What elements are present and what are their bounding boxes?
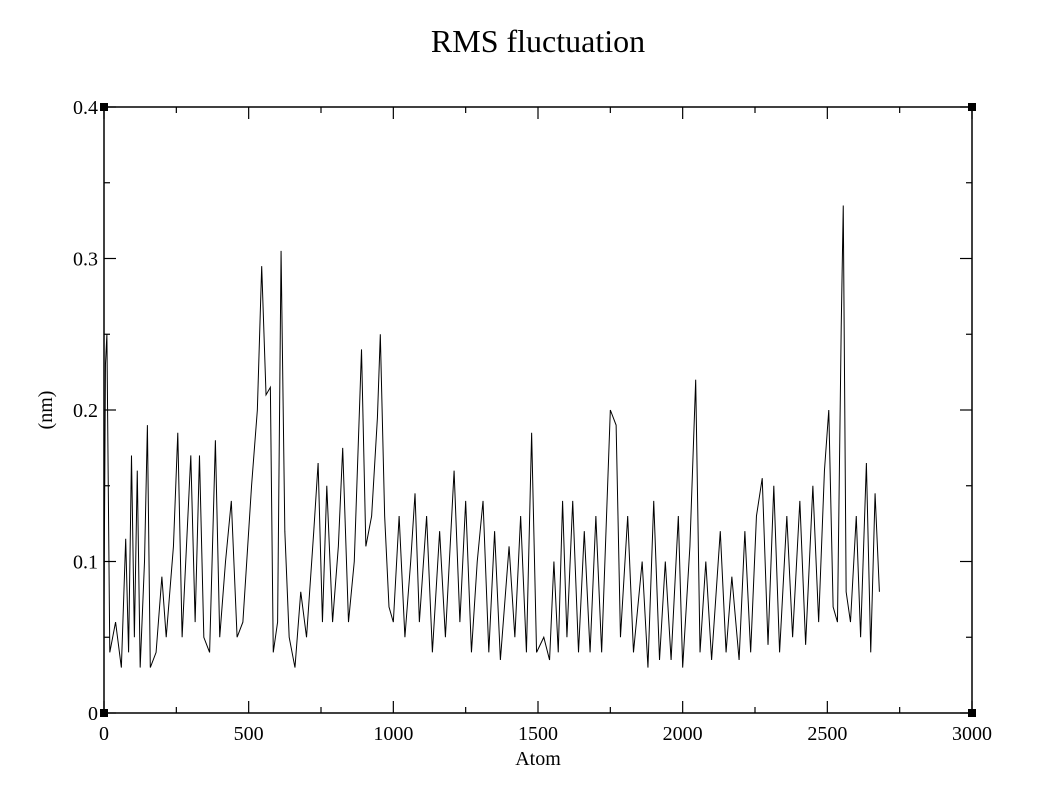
y-tick-label: 0.3 (73, 249, 98, 271)
x-tick-label: 0 (99, 723, 109, 745)
chart-title: RMS fluctuation (431, 23, 645, 59)
y-axis-label: (nm) (35, 391, 57, 430)
x-axis-label: Atom (515, 748, 561, 770)
x-tick-label: 1500 (518, 723, 558, 745)
x-tick-label: 1000 (373, 723, 413, 745)
x-tick-label: 500 (234, 723, 264, 745)
x-tick-label: 3000 (952, 723, 992, 745)
plot-frame (103, 106, 973, 714)
y-tick-label: 0.4 (73, 97, 98, 119)
y-tick-label: 0.1 (73, 552, 98, 574)
data-line (103, 205, 880, 668)
x-tick-label: 2000 (663, 723, 703, 745)
y-tick-label: 0 (88, 703, 98, 725)
x-tick-label: 2500 (807, 723, 847, 745)
y-tick-label: 0.2 (73, 400, 98, 422)
